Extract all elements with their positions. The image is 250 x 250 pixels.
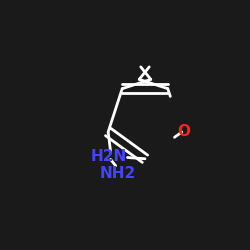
Text: NH2: NH2 bbox=[100, 166, 136, 181]
Text: H2N: H2N bbox=[90, 149, 127, 164]
Text: O: O bbox=[177, 124, 190, 140]
